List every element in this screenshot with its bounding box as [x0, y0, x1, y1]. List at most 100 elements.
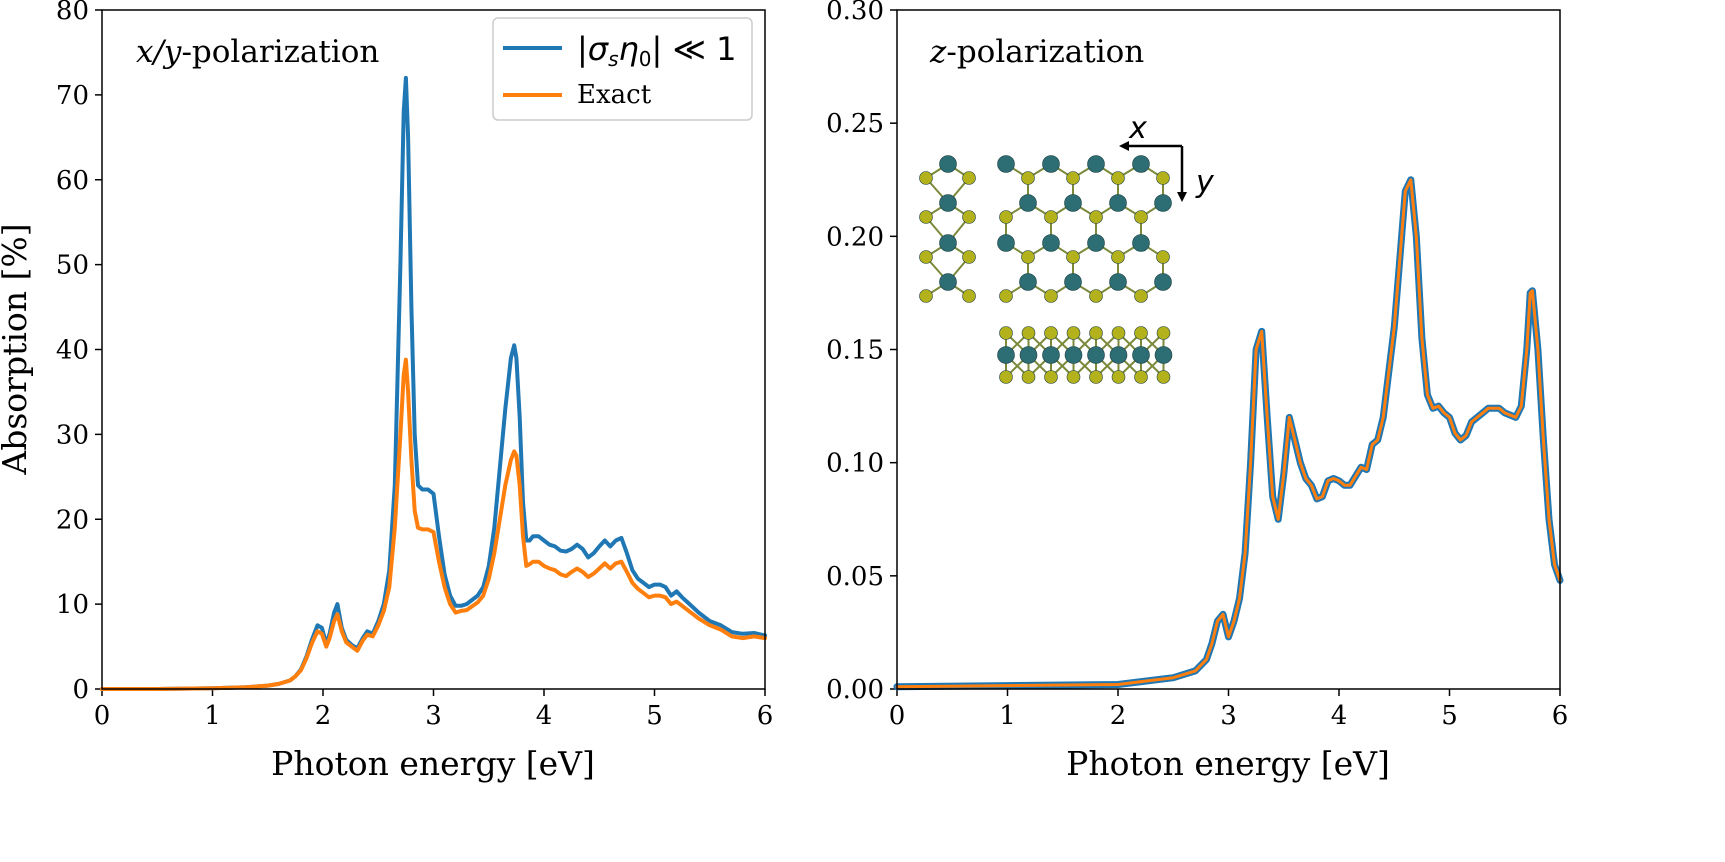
chalcogen-atom: [1156, 171, 1170, 185]
chalcogen-atom: [1134, 289, 1148, 303]
chalcogen-atom: [1156, 326, 1171, 340]
left-y-axis-label: Absorption [%]: [0, 223, 34, 475]
metal-atom: [939, 194, 957, 212]
chalcogen-atom: [962, 250, 976, 264]
chalcogen-atom: [1111, 171, 1125, 185]
right-title-rest: -polarization: [946, 34, 1144, 70]
right-y-tick-label: 0.30: [826, 0, 884, 26]
left-series-exact-line: [100, 357, 767, 691]
left-x-tick-label: 4: [536, 701, 553, 731]
chalcogen-atom: [1021, 326, 1036, 340]
crystal-side-view: [997, 326, 1173, 384]
left-panel-title: x/y-polarization: [136, 34, 379, 70]
chalcogen-atom: [1111, 370, 1126, 384]
left-y-tick-label: 20: [56, 505, 89, 535]
left-x-tick-label: 6: [757, 701, 774, 731]
chalcogen-atom: [1111, 250, 1125, 264]
chalcogen-atom: [1089, 210, 1103, 224]
chalcogen-atom: [1066, 370, 1081, 384]
chalcogen-atom: [999, 370, 1013, 384]
metal-atom: [1019, 346, 1038, 364]
right-x-tick-label: 5: [1441, 701, 1458, 731]
right-x-tick-label: 1: [999, 701, 1016, 731]
chalcogen-atom: [1134, 210, 1148, 224]
right-panel-title: z-polarization: [929, 34, 1144, 70]
metal-atom: [1154, 346, 1173, 364]
left-title-rest: -polarization: [181, 34, 379, 70]
metal-atom: [1064, 346, 1083, 364]
chalcogen-atom: [1134, 326, 1148, 340]
inset-y-arrow-head: [1177, 192, 1187, 202]
metal-atom: [939, 155, 957, 173]
right-x-tick-label: 3: [1220, 701, 1237, 731]
metal-atom: [939, 273, 957, 291]
left-x-tick-label: 1: [204, 701, 221, 731]
inset-axes-arrows: x y: [1119, 111, 1215, 202]
metal-atom: [1064, 273, 1082, 291]
chalcogen-atom: [1156, 250, 1170, 264]
chalcogen-atom: [1111, 326, 1126, 340]
right-x-tick-label: 4: [1331, 701, 1348, 731]
metal-atom: [1042, 234, 1060, 252]
chalcogen-atom: [999, 326, 1013, 340]
right-x-tick-label: 6: [1552, 701, 1569, 731]
left-series-approx-line: [100, 75, 767, 691]
right-title-italic: z: [929, 34, 947, 70]
chalcogen-atom: [1066, 171, 1080, 185]
chalcogen-atom: [1044, 210, 1058, 224]
chalcogen-atom: [1021, 171, 1035, 185]
chalcogen-atom: [1089, 326, 1103, 340]
left-y-tick-label: 40: [56, 336, 89, 366]
chalcogen-atom: [1021, 370, 1036, 384]
metal-atom: [1042, 155, 1060, 173]
metal-atom: [939, 234, 957, 252]
left-title-italic: x/y: [136, 34, 182, 70]
legend-label-exact: Exact: [577, 80, 652, 110]
right-y-tick-label: 0.05: [826, 562, 884, 592]
chalcogen-atom: [999, 289, 1013, 303]
chalcogen-atom: [1066, 326, 1081, 340]
right-x-tick-label: 2: [1110, 701, 1127, 731]
metal-atom: [1132, 155, 1150, 173]
right-series-exact-line: [895, 178, 1562, 689]
metal-atom: [1154, 273, 1172, 291]
right-axes-frame: [896, 9, 1561, 690]
left-y-tick-label: 10: [56, 590, 89, 620]
left-y-tick-label: 50: [56, 251, 89, 281]
left-x-tick-label: 5: [646, 701, 663, 731]
metal-atom: [1132, 346, 1150, 364]
chalcogen-atom: [962, 171, 976, 185]
metal-atom: [997, 234, 1015, 252]
inset-y-label: y: [1195, 165, 1215, 200]
left-y-tick-label: 70: [56, 81, 89, 111]
left-x-tick-label: 2: [315, 701, 332, 731]
left-y-tick-label: 0: [72, 675, 89, 705]
right-y-tick-label: 0.15: [826, 336, 884, 366]
chalcogen-atom: [962, 210, 976, 224]
left-y-tick-label: 80: [56, 0, 89, 26]
chalcogen-atom: [1134, 370, 1148, 384]
inset-x-arrow-head: [1119, 141, 1129, 151]
chalcogen-atom: [962, 289, 976, 303]
chalcogen-atom: [1044, 289, 1058, 303]
chalcogen-atom: [1156, 370, 1171, 384]
metal-atom: [1109, 273, 1127, 291]
left-series-group: [100, 75, 767, 691]
legend-label-approx: |σsη0| ≪ 1: [577, 30, 736, 71]
metal-atom: [1042, 346, 1060, 364]
legend: |σsη0| ≪ 1 Exact: [492, 17, 753, 121]
chalcogen-atom: [1044, 370, 1058, 384]
chalcogen-atom: [919, 289, 933, 303]
panel-z-polarization: 0 1 2 3 4 5 6 0.00 0.05 0.10 0.15 0.20 0.25 0.30 z-po…: [826, 0, 1568, 783]
right-series-group: [893, 176, 1564, 691]
right-x-tick-label: 0: [889, 701, 906, 731]
chalcogen-atom: [919, 250, 933, 264]
metal-atom: [1087, 234, 1105, 252]
metal-atom: [1087, 155, 1105, 173]
chalcogen-atom: [1089, 370, 1103, 384]
chalcogen-atom: [1021, 250, 1035, 264]
left-axes-frame: [101, 9, 766, 690]
